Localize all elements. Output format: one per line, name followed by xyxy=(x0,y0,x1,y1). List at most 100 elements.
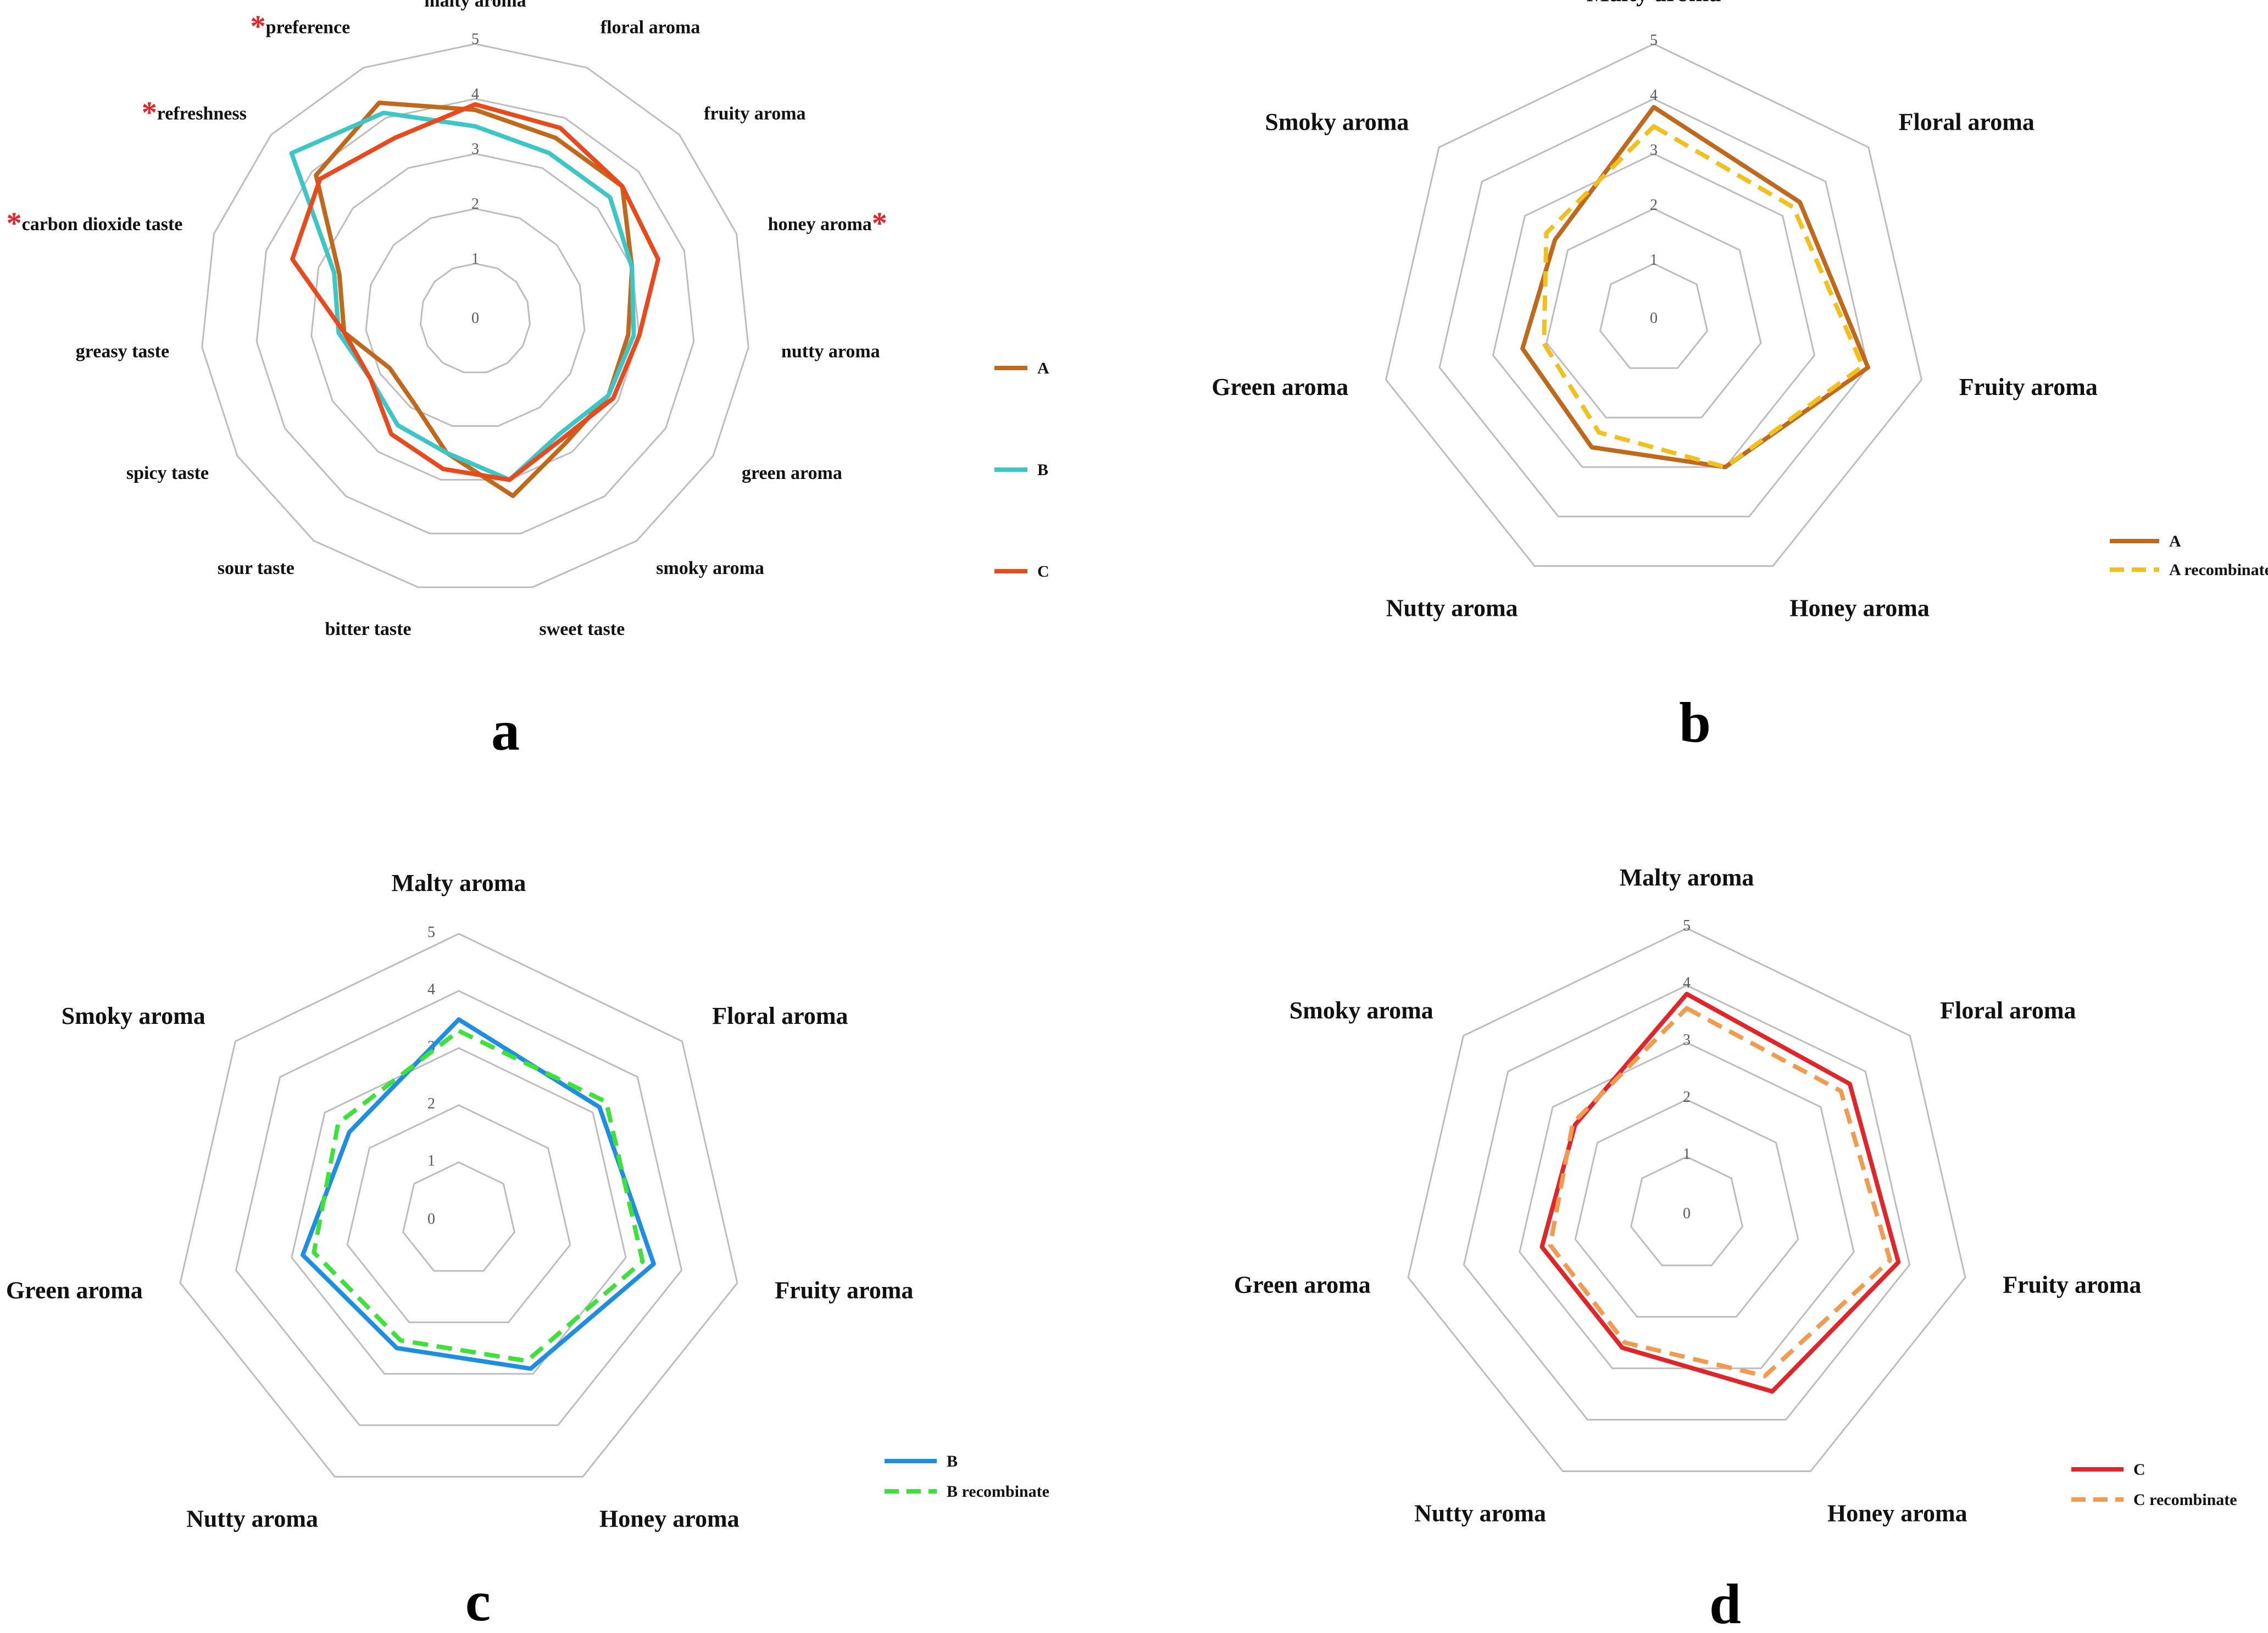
series-line-b xyxy=(289,110,636,482)
grid-ring-1 xyxy=(1630,1156,1744,1267)
tick-label-2: 2 xyxy=(1683,1089,1691,1106)
category-label-greasy-taste: greasy taste xyxy=(76,342,169,362)
category-label-fruity-aroma: fruity aroma xyxy=(704,103,805,124)
grid-ring-2 xyxy=(365,208,586,427)
category-label-floral-aroma: Floral aroma xyxy=(1899,109,2034,136)
legend-label-a: A xyxy=(2169,532,2181,550)
category-label-floral-aroma: Floral aroma xyxy=(1940,997,2076,1024)
panel-label-b: b xyxy=(1679,691,1711,754)
tick-label-4: 4 xyxy=(1650,87,1658,104)
grid-ring-1 xyxy=(402,1161,516,1272)
tick-label-4: 4 xyxy=(471,86,479,103)
category-label-carbon-dioxide-taste: *carbon dioxide taste xyxy=(7,207,183,241)
category-label-refreshness: *refreshness xyxy=(142,96,247,130)
tick-label-0: 0 xyxy=(1650,310,1658,327)
category-label-fruity-aroma: Fruity aroma xyxy=(1959,374,2098,400)
tick-label-3: 3 xyxy=(1683,1032,1691,1049)
series-line-c xyxy=(1539,991,1901,1394)
tick-label-1: 1 xyxy=(1683,1146,1691,1163)
significance-star: * xyxy=(251,9,266,43)
tick-label-1: 1 xyxy=(471,250,479,267)
category-label-malty-aroma: Malty aroma xyxy=(1587,0,1721,7)
category-label-spicy-taste: spicy taste xyxy=(126,463,209,483)
grid-ring-4 xyxy=(1438,98,1869,517)
category-label-nutty-aroma: Nutty aroma xyxy=(1414,1500,1546,1527)
significance-star: * xyxy=(142,96,157,130)
legend-label-c-recombinate: C recombinate xyxy=(2133,1491,2237,1509)
grid-ring-2 xyxy=(1574,1099,1799,1318)
category-label-fruity-aroma: Fruity aroma xyxy=(775,1277,913,1303)
legend-label-b: B xyxy=(1037,461,1048,479)
series-line-a-recombinate xyxy=(1542,124,1865,470)
significance-star: * xyxy=(872,207,887,241)
tick-label-2: 2 xyxy=(471,196,479,213)
category-label-malty-aroma: malty aroma xyxy=(424,0,526,11)
tick-label-3: 3 xyxy=(471,141,479,158)
category-label-green-aroma: Green aroma xyxy=(6,1277,143,1303)
grid-ring-3 xyxy=(291,1047,627,1375)
grid-ring-2 xyxy=(346,1104,571,1323)
category-label-floral-aroma: Floral aroma xyxy=(712,1002,848,1029)
grid-ring-1 xyxy=(1599,263,1709,369)
panel-label-c: c xyxy=(465,1570,491,1633)
series-line-a xyxy=(1520,105,1870,470)
grid-ring-3 xyxy=(310,153,640,481)
category-label-floral-aroma: floral aroma xyxy=(601,17,701,37)
series-line-c xyxy=(290,102,660,482)
legend-label-a: A xyxy=(1037,359,1049,377)
category-label-green-aroma: Green aroma xyxy=(1211,374,1348,400)
tick-label-5: 5 xyxy=(471,31,479,48)
tick-label-5: 5 xyxy=(1650,32,1658,49)
grid-ring-5 xyxy=(1407,927,1966,1473)
grid-ring-2 xyxy=(1546,208,1762,419)
tick-label-5: 5 xyxy=(427,924,435,941)
tick-label-1: 1 xyxy=(427,1152,435,1169)
series-line-b xyxy=(301,1017,656,1371)
grid-ring-5 xyxy=(201,43,749,588)
tick-label-5: 5 xyxy=(1683,917,1691,934)
grid-ring-4 xyxy=(255,98,695,534)
tick-label-1: 1 xyxy=(1650,252,1658,269)
series-line-b-recombinate xyxy=(312,1028,645,1363)
panel-label-a: a xyxy=(491,699,520,762)
category-label-fruity-aroma: Fruity aroma xyxy=(2003,1271,2141,1298)
tick-label-0: 0 xyxy=(1683,1205,1691,1222)
radar-chart-d: 0 1 2 3 4 5 Malty aroma Floral aroma Fruity arom… xyxy=(1234,864,2237,1633)
legend-label-a-recombinate: A recombinate xyxy=(2169,561,2268,579)
tick-label-0: 0 xyxy=(471,310,479,327)
legend-label-b: B xyxy=(947,1452,958,1470)
tick-label-2: 2 xyxy=(1650,197,1658,214)
category-label-nutty-aroma: Nutty aroma xyxy=(1386,595,1518,622)
category-label-honey-aroma: Honey aroma xyxy=(599,1506,740,1532)
grid-ring-5 xyxy=(179,933,738,1478)
radar-chart-b: 0 1 2 3 4 5 Malty aroma Floral aroma Fruity arom… xyxy=(1211,0,2268,754)
category-label-smoky-aroma: Smoky aroma xyxy=(1289,997,1433,1024)
category-label-smoky-aroma: Smoky aroma xyxy=(1265,109,1409,136)
category-label-preference: *preference xyxy=(251,9,351,43)
tick-label-2: 2 xyxy=(427,1095,435,1112)
category-label-sour-taste: sour taste xyxy=(218,558,294,578)
legend-label-c: C xyxy=(1037,562,1049,581)
category-label-honey-aroma: honey aroma* xyxy=(768,207,887,241)
category-label-nutty-aroma: Nutty aroma xyxy=(186,1506,318,1532)
grid-ring-4 xyxy=(235,990,683,1426)
legend-label-c: C xyxy=(2133,1461,2145,1479)
category-label-green-aroma: Green aroma xyxy=(1234,1271,1371,1298)
category-label-bitter-taste: bitter taste xyxy=(325,619,412,639)
tick-label-0: 0 xyxy=(427,1211,435,1228)
radar-chart-a: 0 1 2 3 4 5 malty aroma floral aroma fruity arom… xyxy=(7,0,1049,762)
category-label-honey-aroma: Honey aroma xyxy=(1827,1500,1967,1527)
category-label-malty-aroma: Malty aroma xyxy=(392,870,526,896)
category-label-malty-aroma: Malty aroma xyxy=(1620,864,1754,891)
grid-ring-1 xyxy=(420,263,531,374)
category-label-smoky-aroma: smoky aroma xyxy=(656,558,764,578)
grid-ring-3 xyxy=(1492,153,1816,468)
significance-star: * xyxy=(7,207,22,241)
grid-ring-5 xyxy=(1385,43,1923,567)
tick-label-4: 4 xyxy=(1683,974,1691,991)
grid-ring-4 xyxy=(1463,984,1911,1421)
legend-label-b-recombinate: B recombinate xyxy=(947,1482,1049,1501)
tick-label-4: 4 xyxy=(427,981,435,998)
